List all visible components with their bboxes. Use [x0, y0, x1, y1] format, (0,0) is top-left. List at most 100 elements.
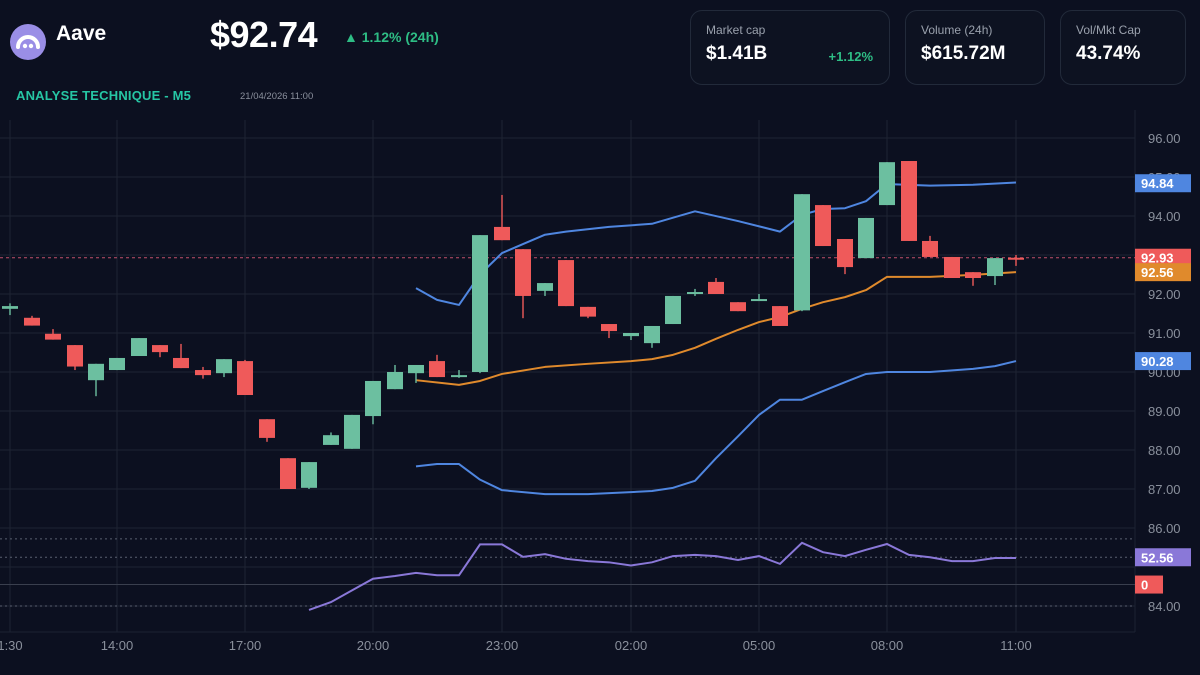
candle	[67, 345, 83, 371]
x-tick-label: 14:00	[101, 638, 134, 653]
candle	[515, 249, 531, 319]
candle-body	[451, 375, 467, 378]
y-tick-label: 94.00	[1148, 209, 1181, 224]
time-axis[interactable]: 1:30 14:00 17:00 20:00 23:00 02:00 05:00 08:00 1…	[0, 638, 1032, 653]
candle	[987, 258, 1003, 286]
price-tag	[1135, 248, 1191, 267]
candle	[601, 324, 617, 339]
candle	[879, 162, 895, 206]
candle-body	[301, 462, 317, 488]
candle-body	[67, 345, 83, 367]
asset-name: Aave	[56, 22, 107, 45]
candle-body	[45, 333, 61, 340]
candle	[387, 364, 403, 390]
candle	[259, 419, 275, 442]
candle-body	[644, 325, 660, 344]
x-tick-label: 08:00	[871, 638, 904, 653]
candle-body	[987, 258, 1003, 277]
candle-body	[558, 260, 574, 307]
y-tick-label: 88.00	[1148, 443, 1181, 458]
rsi-line	[308, 541, 1016, 611]
candle	[408, 364, 424, 383]
ghost-icon	[16, 35, 40, 49]
candle-body	[24, 317, 40, 326]
candle	[173, 343, 189, 369]
market-cap-change: +1.12%	[828, 49, 873, 64]
price-tag-label: 90.28	[1141, 354, 1174, 369]
volume-label: Volume (24h)	[921, 23, 993, 37]
candle-body	[751, 299, 767, 302]
candle-body	[815, 205, 831, 247]
candle-body	[494, 226, 510, 241]
x-tick-label: 02:00	[615, 638, 648, 653]
candle-body	[515, 249, 531, 296]
candle	[665, 295, 681, 325]
candle-body	[537, 283, 553, 291]
candle	[623, 333, 639, 341]
rsi-indicator	[0, 538, 1135, 611]
vol-mkt-cap-label: Vol/Mkt Cap	[1076, 23, 1141, 37]
price-tag-label: 92.93	[1141, 251, 1174, 266]
candle-body	[580, 306, 596, 317]
candle	[109, 357, 125, 371]
candle-body	[665, 295, 681, 325]
candle-body	[109, 357, 125, 371]
market-cap-card: Market cap $1.41B +1.12%	[690, 10, 890, 85]
candle	[472, 235, 488, 374]
candle	[2, 303, 18, 316]
candle	[237, 359, 253, 396]
candle-body	[408, 364, 424, 374]
candle-body	[687, 292, 703, 295]
price-axis[interactable]: 96.0095.0094.0092.0091.0090.0089.0088.00…	[1148, 131, 1181, 614]
candle-body	[623, 333, 639, 337]
candle	[815, 205, 831, 247]
candle	[365, 380, 381, 425]
candle-body	[429, 361, 445, 378]
candle	[687, 288, 703, 296]
y-tick-label: 89.00	[1148, 404, 1181, 419]
candle-body	[837, 239, 853, 268]
chart-grid	[0, 110, 1136, 633]
candle	[280, 458, 296, 489]
candle	[216, 359, 232, 378]
candle-body	[88, 363, 104, 381]
x-tick-label: 20:00	[357, 638, 390, 653]
x-tick-label: 05:00	[743, 638, 776, 653]
candle	[1008, 255, 1024, 266]
candle-body	[131, 338, 147, 357]
price-tag-label: 52.56	[1141, 550, 1174, 565]
volume-card: Volume (24h) $615.72M	[905, 10, 1045, 85]
candle	[344, 414, 360, 449]
vol-mkt-cap-card: Vol/Mkt Cap 43.74%	[1060, 10, 1186, 85]
price-tag	[1135, 352, 1191, 371]
candle	[965, 272, 981, 286]
price-tag-label: 92.56	[1141, 265, 1174, 280]
current-price: $92.74	[210, 14, 318, 55]
aave-logo	[10, 24, 46, 60]
y-tick-label: 87.00	[1148, 482, 1181, 497]
candle-body	[344, 414, 360, 449]
candle	[922, 235, 938, 257]
price-tag	[1135, 575, 1163, 594]
candlestick-chart[interactable]: 96.0095.0094.0092.0091.0090.0089.0088.00…	[0, 110, 1200, 675]
candle	[858, 217, 874, 259]
candle	[644, 325, 660, 348]
candle-body	[901, 161, 917, 241]
candle	[152, 345, 168, 358]
candle-body	[944, 256, 960, 279]
candles	[2, 161, 1024, 489]
candle	[131, 338, 147, 357]
candle-body	[195, 370, 211, 376]
candle-body	[259, 419, 275, 438]
candle-body	[772, 306, 788, 326]
candle-body	[879, 162, 895, 206]
candle	[24, 315, 40, 326]
candle-body	[858, 217, 874, 259]
candle-body	[280, 458, 296, 489]
candle-body	[601, 324, 617, 332]
y-tick-label: 86.00	[1148, 521, 1181, 536]
market-cap-label: Market cap	[706, 23, 766, 37]
candle	[195, 366, 211, 379]
candle-body	[1008, 257, 1024, 260]
candle-body	[965, 272, 981, 279]
